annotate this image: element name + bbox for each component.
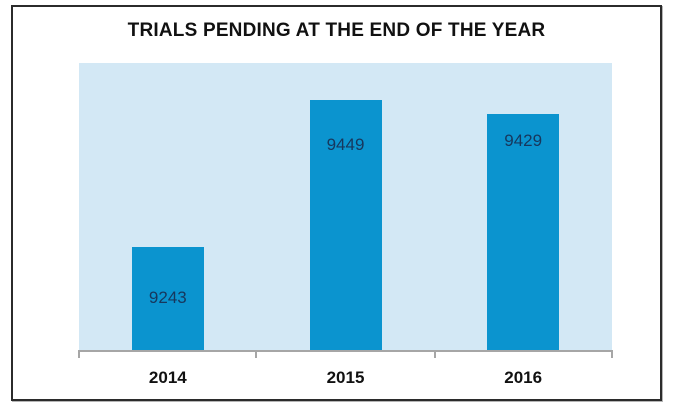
chart-frame: TRIALS PENDING AT THE END OF THE YEAR 92… [11,5,662,401]
bar-2015: 9449 [309,100,382,350]
plot-area: 9243 9449 9429 [78,63,613,358]
axis-tick [611,352,613,358]
axis-tick [255,352,258,358]
x-axis-label-2016: 2016 [504,368,543,387]
x-axis-line [78,350,613,358]
bar-value-label: 9243 [148,288,187,307]
x-axis-label-2014: 2014 [148,368,187,387]
bar-slot: 9243 [79,63,257,350]
chart-title: TRIALS PENDING AT THE END OF THE YEAR [127,20,546,41]
bar-2016: 9429 [487,114,560,350]
bar-slot: 9429 [434,63,612,350]
bar-value-label: 9449 [326,135,365,154]
axis-tick [78,352,80,358]
x-axis-labels: 2014 2015 2016 [79,368,612,388]
bar-slot: 9449 [257,63,435,350]
axis-tick [433,352,436,358]
bar-value-label: 9429 [504,131,543,150]
bar-2014: 9243 [131,247,204,350]
x-axis-label-2015: 2015 [326,368,365,387]
bars-container: 9243 9449 9429 [79,63,612,350]
